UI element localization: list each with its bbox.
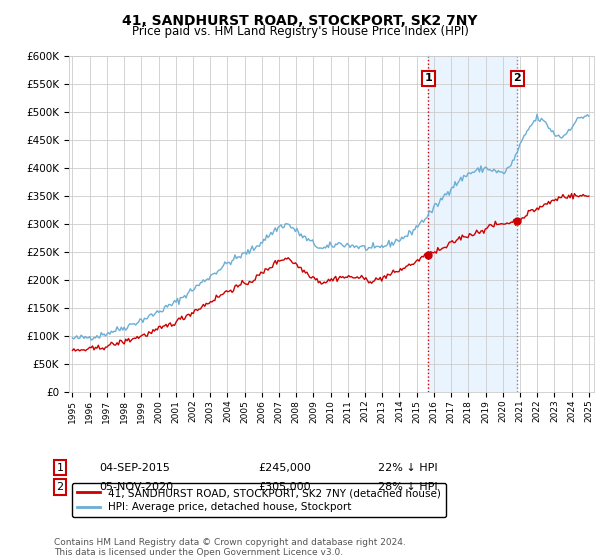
Text: 05-NOV-2020: 05-NOV-2020 bbox=[99, 482, 173, 492]
Text: 1: 1 bbox=[56, 463, 64, 473]
Text: 2: 2 bbox=[56, 482, 64, 492]
Text: Price paid vs. HM Land Registry's House Price Index (HPI): Price paid vs. HM Land Registry's House … bbox=[131, 25, 469, 38]
Legend: 41, SANDHURST ROAD, STOCKPORT, SK2 7NY (detached house), HPI: Average price, det: 41, SANDHURST ROAD, STOCKPORT, SK2 7NY (… bbox=[71, 483, 446, 517]
Text: Contains HM Land Registry data © Crown copyright and database right 2024.
This d: Contains HM Land Registry data © Crown c… bbox=[54, 538, 406, 557]
Text: 41, SANDHURST ROAD, STOCKPORT, SK2 7NY: 41, SANDHURST ROAD, STOCKPORT, SK2 7NY bbox=[122, 14, 478, 28]
Text: £245,000: £245,000 bbox=[258, 463, 311, 473]
Text: 04-SEP-2015: 04-SEP-2015 bbox=[99, 463, 170, 473]
Text: 1: 1 bbox=[424, 73, 432, 83]
Bar bbox=[428, 56, 517, 392]
Text: £305,000: £305,000 bbox=[258, 482, 311, 492]
Text: 22% ↓ HPI: 22% ↓ HPI bbox=[378, 463, 437, 473]
Text: 2: 2 bbox=[514, 73, 521, 83]
Text: 28% ↓ HPI: 28% ↓ HPI bbox=[378, 482, 437, 492]
